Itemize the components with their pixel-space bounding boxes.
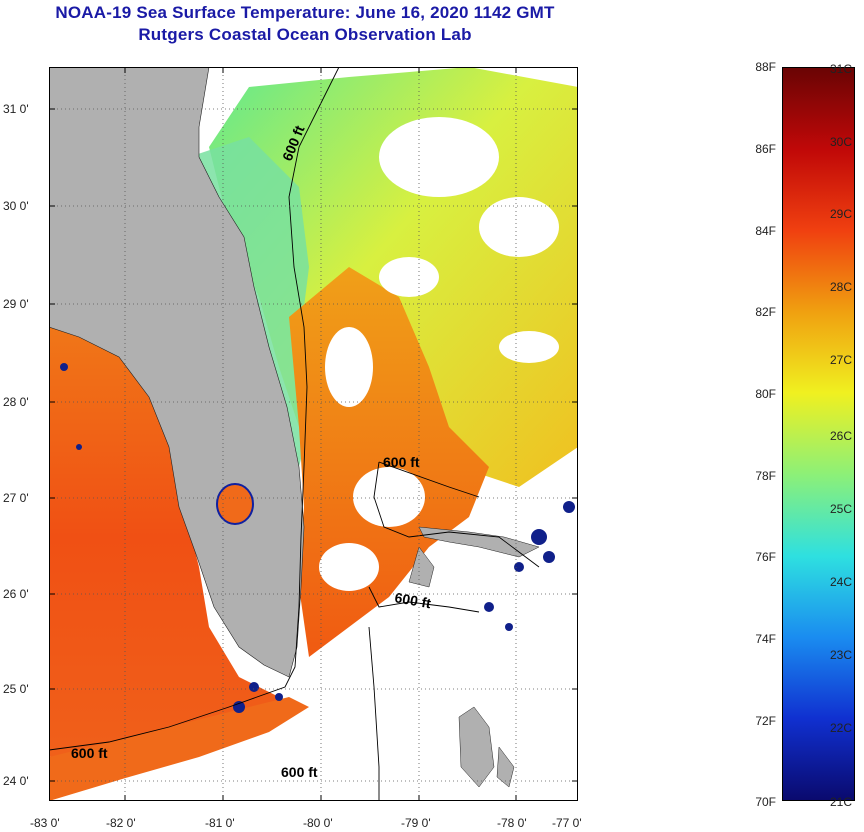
axis-ticks: [49, 67, 578, 801]
lake-okeechobee: [216, 483, 254, 525]
colorbar-c-label: 26C: [830, 429, 853, 443]
colorbar-f-label: 70F: [755, 795, 776, 809]
sst-map: 600 ft 600 ft 600 ft 600 ft 600 ft: [49, 67, 578, 801]
florida-land: [49, 67, 305, 678]
lon-label: -80 0': [303, 816, 333, 830]
colorbar-c-label: 27C: [830, 353, 853, 367]
contour-label: 600 ft: [71, 745, 108, 761]
colorbar-c-label: 21C: [830, 795, 853, 809]
colorbar-f-label: 84F: [755, 224, 776, 238]
lat-label: 26 0': [3, 587, 29, 601]
lat-label: 24 0': [3, 774, 29, 788]
lon-label: -81 0': [205, 816, 235, 830]
colorbar-c-label: 25C: [830, 502, 853, 516]
colorbar-c-label: 23C: [830, 648, 853, 662]
lat-label: 29 0': [3, 297, 29, 311]
colorbar-f-label: 72F: [755, 714, 776, 728]
graticule: [49, 67, 578, 801]
temperature-colorbar: [782, 67, 855, 801]
map-subtitle: Rutgers Coastal Ocean Observation Lab: [138, 25, 472, 44]
lat-label: 27 0': [3, 491, 29, 505]
colorbar-f-label: 76F: [755, 550, 776, 564]
colorbar-c-label: 24C: [830, 575, 853, 589]
lon-label: -82 0': [106, 816, 136, 830]
map-title: NOAA-19 Sea Surface Temperature: June 16…: [55, 3, 555, 22]
lat-label: 25 0': [3, 682, 29, 696]
bahamas-land: [408, 526, 540, 788]
lat-label: 28 0': [3, 395, 29, 409]
lat-label: 31 0': [3, 102, 29, 116]
florida-straits-water: [49, 697, 309, 801]
contour-label: 600 ft: [281, 764, 318, 780]
lat-label: 30 0': [3, 199, 29, 213]
colorbar-f-label: 78F: [755, 469, 776, 483]
colorbar-c-label: 29C: [830, 207, 853, 221]
cold-patches: [60, 363, 575, 713]
colorbar-c-label: 28C: [830, 280, 853, 294]
colorbar-f-label: 86F: [755, 142, 776, 156]
gulf-of-mexico-water: [49, 317, 299, 757]
colorbar-f-label: 80F: [755, 387, 776, 401]
lon-label: -78 0': [497, 816, 527, 830]
colorbar-c-label: 31C: [830, 62, 853, 76]
lon-label: -77 0': [552, 816, 582, 830]
lon-label: -83 0': [30, 816, 60, 830]
colorbar-c-label: 30C: [830, 135, 853, 149]
colorbar-f-label: 74F: [755, 632, 776, 646]
colorbar-c-label: 22C: [830, 721, 853, 735]
map-border: [49, 67, 578, 801]
colorbar-f-label: 82F: [755, 305, 776, 319]
lon-label: -79 0': [401, 816, 431, 830]
depth-contours: [49, 67, 540, 801]
colorbar-f-label: 88F: [755, 60, 776, 74]
contour-label: 600 ft: [383, 454, 420, 470]
contour-label: 600 ft: [393, 589, 432, 611]
